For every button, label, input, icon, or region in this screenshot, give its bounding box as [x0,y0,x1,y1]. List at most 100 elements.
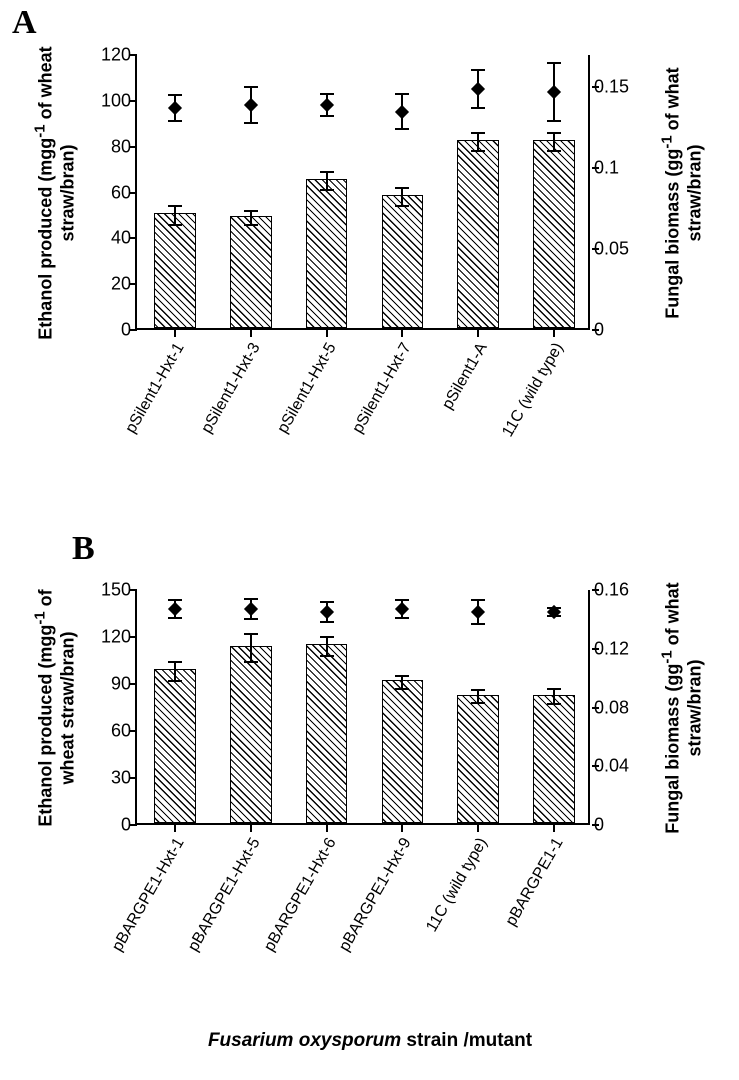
xtick-label: 11C (wild type) [552,340,568,349]
bar [230,646,272,823]
bar [533,140,575,328]
xtick-label: pSilent1-Hxt-7 [400,340,416,349]
xtick [401,825,403,832]
bar [382,680,424,823]
bar-errorcap [547,688,561,690]
panelB-label: B [72,530,95,568]
diamond-marker [168,101,182,115]
bar [382,195,424,328]
ytick-label-right: 0.15 [588,77,629,98]
panelA-left-axis-title: Ethanol produced (mgg-1 of wheat straw/b… [31,35,78,350]
bar-errorbar [553,133,555,151]
point-errorcap [471,69,485,71]
bar-errorbar [174,662,176,681]
bar [457,695,499,823]
bar-errorcap [320,171,334,173]
bar-hatch [230,216,272,328]
panelA-right-axis-title: Fungal biomass (gg-1 of what straw/bran) [658,35,705,350]
point-errorcap [547,62,561,64]
diamond-marker [320,98,334,112]
ytick-label-left: 80 [111,136,137,157]
ytick-label-right: 0.1 [588,158,619,179]
bar-errorcap [244,210,258,212]
bar-hatch [306,179,348,328]
ytick-label-left: 20 [111,274,137,295]
ytick-label-left: 120 [101,45,137,66]
point-errorcap [547,120,561,122]
bar-hatch [154,213,196,328]
bar-hatch [154,669,196,823]
diamond-marker [547,85,561,99]
point-errorcap [244,618,258,620]
bar-errorcap [168,224,182,226]
ytick-label-right: 0 [588,320,604,341]
panelB-right-axis-title: Fungal biomass (gg-1 of what straw/bran) [658,570,705,845]
ytick-label-right: 0.12 [588,638,629,659]
xtick-label: pSilent1-Hxt-1 [173,340,189,349]
bar-hatch [533,695,575,823]
diamond-marker [244,98,258,112]
xtick-label: pSilent1-Hxt-5 [325,340,341,349]
bar-hatch [230,646,272,823]
point-errorcap [471,107,485,109]
xtick-label: pSilent1-Hxt-3 [249,340,265,349]
bar-errorcap [471,702,485,704]
xtick-label: pBARGPE1-Hxt-6 [325,835,341,844]
xtick [174,330,176,337]
point-errorcap [320,93,334,95]
bar-errorcap [547,132,561,134]
xtick-label: 11C (wild type) [476,835,492,844]
bar-errorcap [471,132,485,134]
bar-errorcap [471,689,485,691]
diamond-marker [320,605,334,619]
point-errorcap [244,86,258,88]
page: A02040608010012000.050.10.15pSilent1-Hxt… [0,0,739,1080]
xtick [326,330,328,337]
point-errorcap [395,93,409,95]
bar-errorcap [168,205,182,207]
bar-errorcap [244,633,258,635]
point-errorcap [395,617,409,619]
bar-errorcap [168,680,182,682]
bar [154,669,196,823]
ytick-label-left: 40 [111,228,137,249]
bar-hatch [382,680,424,823]
bar-errorbar [553,689,555,705]
diamond-marker [395,602,409,616]
diamond-marker [244,602,258,616]
point-errorcap [471,623,485,625]
ytick-label-left: 60 [111,182,137,203]
bar-errorcap [395,688,409,690]
bar-errorcap [168,661,182,663]
bar-errorbar [477,133,479,151]
panelA-plot-area: 02040608010012000.050.10.15pSilent1-Hxt-… [135,55,590,330]
bar-errorcap [244,661,258,663]
ytick-label-left: 100 [101,90,137,111]
bar-errorcap [547,703,561,705]
xtick [326,825,328,832]
ytick-label-left: 0 [121,815,137,836]
point-errorcap [320,601,334,603]
bar-errorbar [401,188,403,206]
bar-errorcap [395,675,409,677]
ytick-label-left: 60 [111,721,137,742]
diamond-marker [168,602,182,616]
panelB-plot-area: 030609012015000.040.080.120.16pBARGPE1-H… [135,590,590,825]
point-errorcap [168,617,182,619]
diamond-marker [395,105,409,119]
bar-hatch [306,644,348,823]
point-errorcap [320,115,334,117]
point-errorcap [168,94,182,96]
ytick-label-right: 0.08 [588,697,629,718]
bar-errorcap [320,636,334,638]
bar-hatch [533,140,575,328]
panelB-left-axis-title: Ethanol produced (mgg-1 of wheat straw/b… [31,570,78,845]
ytick-label-right: 0.04 [588,756,629,777]
bar-errorcap [395,205,409,207]
bar-hatch [457,695,499,823]
ytick-label-right: 0.05 [588,239,629,260]
xtick [477,825,479,832]
xtick-label: pSilent1-A [476,340,492,349]
bar-errorcap [395,187,409,189]
ytick-label-left: 90 [111,674,137,695]
